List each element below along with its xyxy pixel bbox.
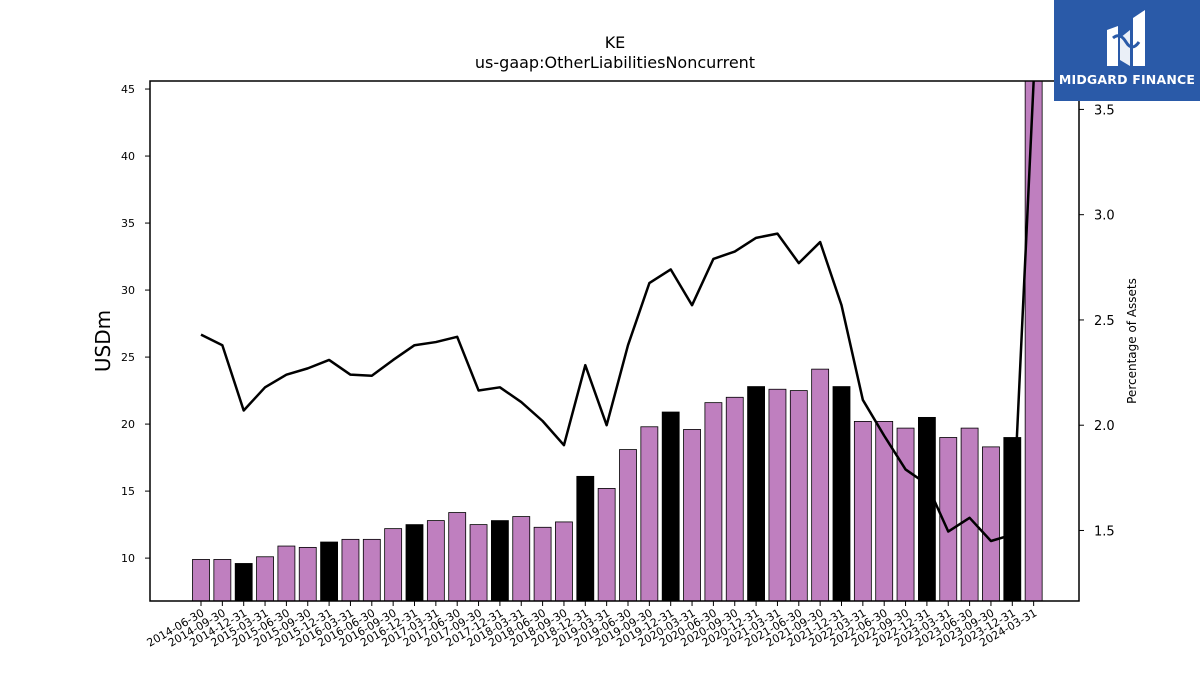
- bar-2020-06-30: [704, 402, 723, 602]
- chart-subtitle: us-gaap:OtherLiabilitiesNoncurrent: [475, 53, 755, 72]
- bar-2017-09-30: [469, 524, 488, 602]
- bars-layer: [192, 80, 1043, 602]
- y-tick-label: 35: [121, 217, 135, 230]
- bar-2019-12-31: [661, 411, 680, 602]
- y-tick-label: 40: [121, 150, 135, 163]
- chart-title: KE: [605, 33, 626, 52]
- bar-2014-06-30: [192, 559, 210, 602]
- y2-tick-label: 2.5: [1094, 314, 1115, 329]
- midgard-m-icon: [1107, 10, 1145, 66]
- y2-tick-label: 1.5: [1094, 524, 1115, 539]
- bar-2022-12-31: [918, 416, 936, 602]
- bar-2022-09-30: [896, 427, 915, 602]
- x-axis: 2014-06-302014-09-302014-12-312015-03-31…: [145, 601, 1039, 650]
- bar-2015-12-31: [320, 541, 339, 602]
- y2-tick-label: 3.5: [1094, 103, 1115, 118]
- bar-2020-03-31: [683, 429, 701, 602]
- y2-tick-label: 2.0: [1094, 419, 1115, 434]
- bar-2016-12-31: [405, 524, 424, 602]
- bar-2018-06-30: [533, 526, 552, 602]
- brand-name: MIDGARD FINANCE: [1058, 72, 1196, 87]
- bar-2015-09-30: [298, 546, 317, 602]
- y-tick-label: 10: [121, 552, 135, 565]
- plot-frame: [149, 80, 1080, 602]
- bar-2021-12-31: [832, 386, 851, 602]
- line-layer: [200, 81, 1035, 543]
- series-line-pct-assets: [200, 81, 1035, 543]
- y2-tick-label: 3.0: [1094, 209, 1115, 224]
- bar-2018-03-31: [512, 516, 531, 602]
- y-axis-left: 10 15 20 25 30 35 40 45: [121, 83, 150, 565]
- bar-2016-06-30: [362, 538, 381, 602]
- y-axis-label: USDm: [91, 310, 115, 372]
- bar-2023-09-30: [982, 446, 1000, 602]
- y2-axis-label: Percentage of Assets: [1125, 278, 1139, 404]
- bar-2018-12-31: [576, 475, 595, 602]
- y-tick-label: 15: [121, 485, 135, 498]
- bar-2016-03-31: [341, 538, 360, 602]
- bar-2021-06-30: [789, 390, 808, 602]
- y-tick-label: 45: [121, 83, 135, 96]
- bar-2022-06-30: [875, 421, 894, 602]
- bar-2017-03-31: [426, 520, 445, 602]
- y-tick-label: 20: [121, 418, 135, 431]
- bar-2023-06-30: [960, 427, 979, 602]
- bar-2018-09-30: [555, 521, 573, 602]
- bar-2019-09-30: [640, 426, 659, 602]
- bar-2024-03-31: [1024, 80, 1043, 602]
- bar-2019-03-31: [597, 488, 616, 602]
- y-tick-label: 30: [121, 284, 135, 297]
- bar-2021-03-31: [768, 388, 787, 602]
- bar-2014-12-31: [234, 563, 253, 602]
- y-axis-right: 1.5 2.0 2.5 3.0 3.5: [1079, 103, 1115, 539]
- bar-2016-09-30: [384, 528, 403, 602]
- bar-2017-12-31: [490, 520, 509, 602]
- bar-2021-09-30: [811, 368, 830, 602]
- bar-2019-06-30: [619, 449, 637, 602]
- bar-2017-06-30: [448, 512, 467, 602]
- bar-2020-09-30: [725, 396, 744, 602]
- bar-2015-03-31: [256, 556, 274, 602]
- bar-2015-06-30: [277, 545, 296, 602]
- y-tick-label: 25: [121, 351, 135, 364]
- bar-2020-12-31: [747, 386, 765, 602]
- bar-2022-03-31: [853, 421, 872, 602]
- brand-logo: MIDGARD FINANCE: [1054, 0, 1200, 101]
- bar-2014-09-30: [213, 559, 232, 602]
